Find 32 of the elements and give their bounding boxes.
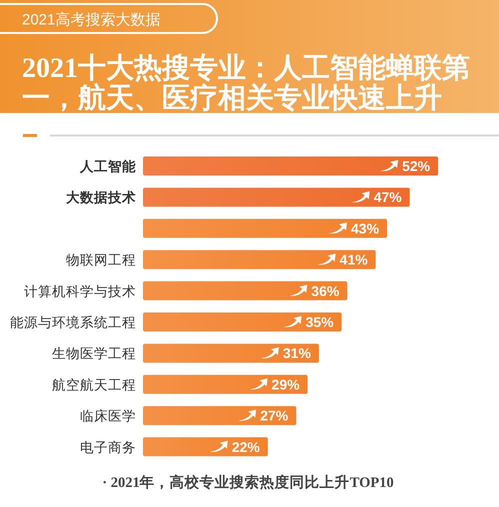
- y-tick-label: 能源与环境系统工程: [10, 315, 136, 330]
- y-tick-label: 电子商务: [80, 440, 136, 455]
- y-tick-label: 航空航天工程: [52, 377, 136, 392]
- bar: [143, 437, 268, 456]
- data-label: 36%: [311, 282, 340, 299]
- bar: [143, 406, 296, 426]
- data-label: 27%: [260, 408, 289, 424]
- y-tick-label: 临床医学: [80, 408, 136, 424]
- chart-subtitle: 2021高考搜索大数据: [22, 12, 160, 28]
- data-label: 47%: [374, 189, 402, 206]
- data-label: 41%: [340, 252, 368, 268]
- y-tick-label: 大数据技术: [66, 190, 136, 206]
- data-label: 35%: [306, 314, 334, 330]
- bar: [143, 312, 342, 332]
- bar: [143, 218, 388, 238]
- chart-title: 2021十大热搜专业：人工智能蝉联第一，航天、医疗相关专业快速上升: [22, 53, 470, 114]
- bar: [143, 281, 348, 300]
- data-label: 52%: [402, 158, 431, 174]
- y-tick-label: 人工智能: [79, 159, 136, 174]
- bar: [143, 188, 410, 207]
- bar: [143, 250, 376, 270]
- y-tick-label: 物联网工程: [66, 252, 136, 268]
- bar: [143, 374, 308, 394]
- data-label: 43%: [351, 220, 380, 236]
- annotation: · 2021年，高校专业搜索热度同比上升TOP10: [102, 473, 394, 491]
- data-label: 31%: [282, 345, 312, 362]
- bar: [143, 344, 319, 363]
- bar: [143, 156, 438, 176]
- y-tick-label: 生物医学工程: [52, 346, 136, 362]
- data-label: 22%: [232, 438, 260, 455]
- y-tick-label: 计算机科学与技术: [24, 284, 136, 299]
- data-label: 29%: [272, 376, 300, 392]
